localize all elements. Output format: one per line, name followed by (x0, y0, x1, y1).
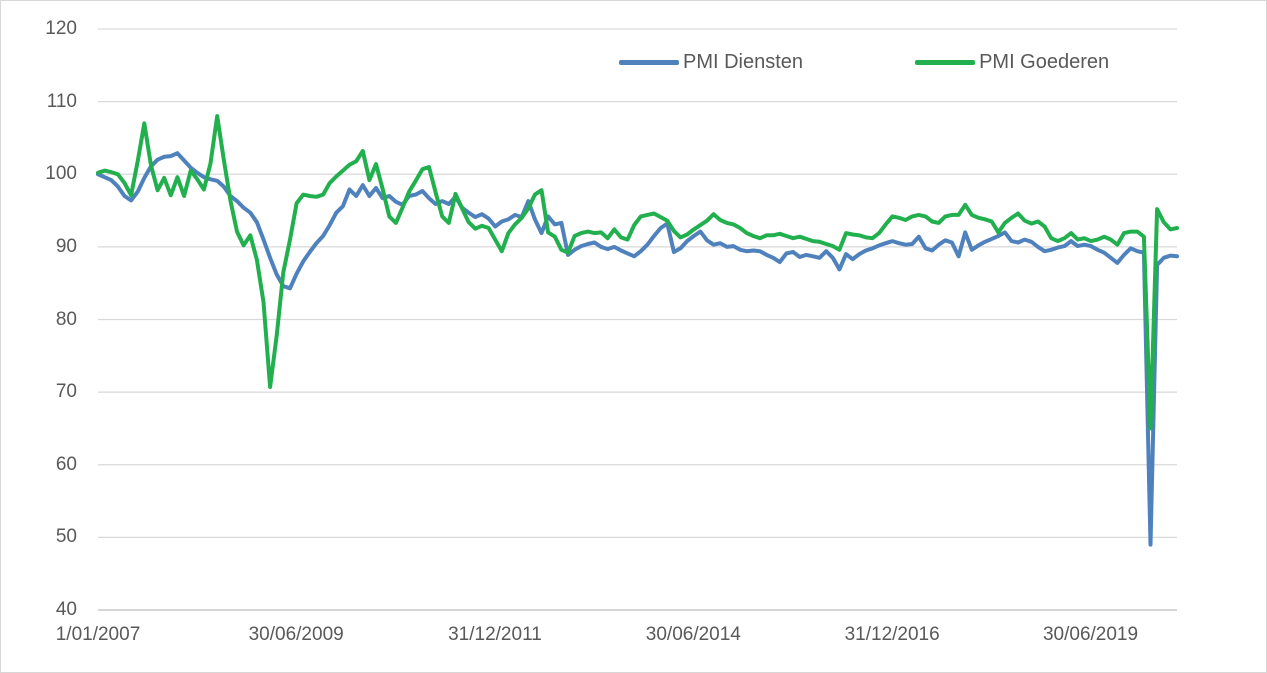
y-axis-tick-label: 70 (55, 381, 77, 403)
legend-label-pmi-goederen: PMI Goederen (979, 51, 1110, 73)
y-axis-tick-label: 100 (45, 163, 77, 185)
legend-label-pmi-diensten: PMI Diensten (683, 51, 804, 73)
y-axis-tick-label: 80 (55, 308, 77, 330)
x-axis-tick-label: 31/12/2011 (448, 624, 542, 645)
y-axis-tick-label: 120 (45, 18, 77, 39)
x-axis-tick-label: 30/06/2014 (645, 624, 741, 645)
x-axis-tick-label: 31/12/2016 (844, 624, 940, 645)
y-axis-tick-label: 90 (55, 235, 77, 257)
x-axis-tick-label: 1/01/2007 (55, 624, 141, 645)
green-line-sample-icon (915, 60, 976, 65)
legend-item-pmi-goederen: PMI Goederen (915, 51, 1109, 74)
y-axis-tick-label: 110 (46, 90, 77, 112)
legend-item-pmi-diensten: PMI Diensten (619, 51, 803, 74)
y-axis-tick-label: 50 (55, 526, 77, 548)
y-axis-tick-label: 60 (55, 453, 77, 475)
series-line-pmi-diensten (96, 151, 1179, 547)
blue-line-sample-icon (619, 60, 679, 65)
legend: PMI Diensten PMI Goederen (619, 51, 1109, 74)
y-axis-tick-label: 40 (55, 599, 77, 620)
x-axis-tick-label: 30/06/2019 (1042, 624, 1139, 645)
x-axis-tick-label: 30/06/2009 (248, 624, 344, 645)
series-line-pmi-goederen (96, 114, 1179, 431)
